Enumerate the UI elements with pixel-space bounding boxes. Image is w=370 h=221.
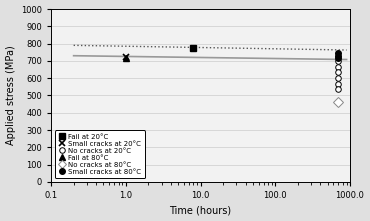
Legend: Fail at 20°C, Small cracks at 20°C, No cracks at 20°C, Fail at 80°C, No cracks a: Fail at 20°C, Small cracks at 20°C, No c… <box>55 130 145 178</box>
Y-axis label: Applied stress (MPa): Applied stress (MPa) <box>6 46 16 145</box>
X-axis label: Time (hours): Time (hours) <box>169 206 232 215</box>
